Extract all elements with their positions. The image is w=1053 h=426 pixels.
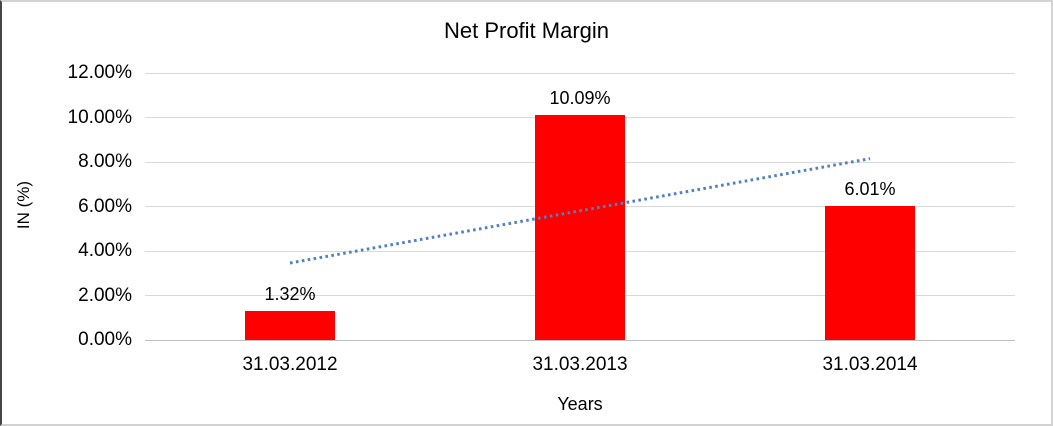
- x-tick-label: 31.03.2012: [242, 354, 338, 375]
- bar-31.03.2013: [535, 115, 625, 340]
- y-tick-label: 0.00%: [78, 329, 132, 350]
- y-tick-label: 10.00%: [67, 106, 132, 128]
- chart-title: Net Profit Margin: [443, 18, 610, 43]
- x-tick-label: 31.03.2014: [822, 354, 918, 375]
- y-tick-label: 4.00%: [78, 240, 132, 261]
- data-label: 1.32%: [264, 283, 316, 304]
- y-tick-label: 6.00%: [78, 195, 132, 217]
- y-tick-label: 12.00%: [67, 62, 132, 83]
- bar-31.03.2012: [245, 310, 335, 340]
- data-label: 6.01%: [844, 179, 896, 200]
- x-tick-label: 31.03.2013: [532, 354, 628, 375]
- y-tick-label: 2.00%: [78, 284, 132, 306]
- x-axis-title: Years: [557, 394, 603, 414]
- x-axis-line: [145, 339, 1015, 341]
- data-label: 10.09%: [549, 88, 611, 109]
- gridline: [145, 72, 1015, 74]
- bar-31.03.2014: [825, 206, 915, 340]
- y-tick-label: 8.00%: [78, 151, 132, 172]
